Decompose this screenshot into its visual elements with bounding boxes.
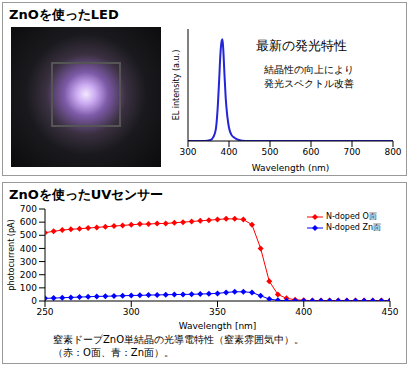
svg-text:600: 600 (302, 147, 319, 157)
html-text:（赤：O面、青：Zn面）。: （赤：O面、青：Zn面）。 (53, 347, 175, 358)
svg-text:450: 450 (381, 307, 398, 317)
svg-text:100: 100 (20, 283, 37, 293)
svg-text:Wavelength [nm]: Wavelength [nm] (179, 321, 257, 331)
html-text:ZnOを使ったUVセンサー: ZnOを使ったUVセンサー (9, 187, 164, 202)
svg-text:800: 800 (384, 147, 401, 157)
svg-text:Wavelength (nm): Wavelength (nm) (252, 163, 330, 173)
svg-text:300: 300 (179, 147, 196, 157)
svg-text:500: 500 (261, 147, 278, 157)
html-text:窒素ドープZnO単結晶の光導電特性（窒素雰囲気中）。: 窒素ドープZnO単結晶の光導電特性（窒素雰囲気中）。 (53, 334, 305, 345)
svg-text:250: 250 (36, 307, 53, 317)
html-text:結晶性の向上により: 結晶性の向上により (264, 64, 354, 75)
svg-text:400: 400 (295, 307, 312, 317)
svg-text:200: 200 (20, 270, 37, 280)
html-text:最新の発光特性: 最新の発光特性 (256, 38, 347, 53)
svg-text:350: 350 (209, 307, 226, 317)
svg-text:EL intensity (a.u.): EL intensity (a.u.) (172, 50, 181, 121)
svg-text:400: 400 (220, 147, 237, 157)
svg-text:400: 400 (20, 244, 37, 254)
svg-text:600: 600 (20, 217, 37, 227)
html-text:発光スペクトル改善: 発光スペクトル改善 (264, 78, 354, 89)
svg-text:700: 700 (343, 147, 360, 157)
svg-text:photocurrent (pA): photocurrent (pA) (7, 219, 16, 290)
html-text:N-doped Zn面: N-doped Zn面 (326, 223, 381, 232)
html-text:N-doped O面: N-doped O面 (326, 212, 377, 221)
svg-text:500: 500 (20, 230, 37, 240)
svg-text:300: 300 (20, 257, 37, 267)
svg-text:0: 0 (31, 296, 37, 306)
svg-text:300: 300 (123, 307, 140, 317)
svg-text:700: 700 (20, 204, 37, 214)
html-text:ZnOを使ったLED: ZnOを使ったLED (9, 7, 119, 22)
